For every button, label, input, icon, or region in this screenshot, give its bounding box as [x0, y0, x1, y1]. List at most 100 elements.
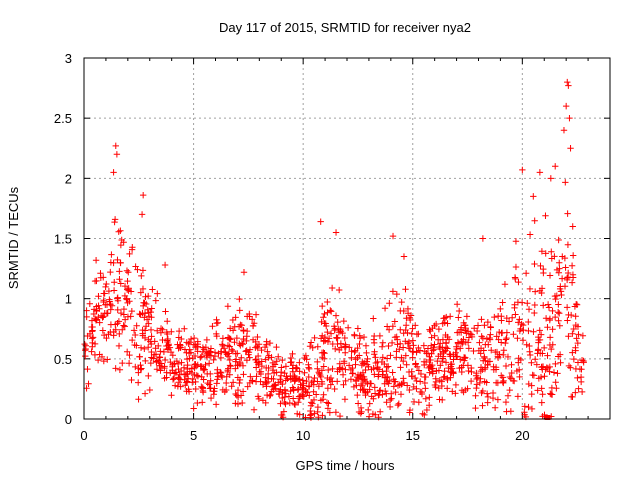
- data-point: [200, 376, 207, 383]
- data-point: [452, 381, 460, 389]
- data-point: [572, 344, 579, 352]
- data-point: [240, 371, 247, 378]
- data-point: [363, 358, 371, 365]
- data-point: [156, 354, 164, 361]
- data-point: [126, 250, 133, 258]
- data-point: [442, 347, 449, 354]
- data-point: [534, 387, 541, 394]
- data-point: [547, 175, 555, 182]
- data-point: [393, 333, 400, 341]
- data-point: [325, 366, 332, 374]
- data-point: [366, 380, 374, 387]
- data-point: [201, 366, 208, 373]
- data-point: [332, 345, 339, 353]
- data-point: [525, 318, 532, 326]
- data-point: [533, 361, 541, 368]
- data-point: [164, 335, 172, 343]
- data-point: [290, 395, 297, 402]
- data-point: [324, 298, 331, 306]
- data-point: [339, 371, 347, 378]
- data-point: [282, 363, 290, 370]
- y-tick-label: 3: [65, 51, 72, 66]
- data-point: [126, 298, 133, 305]
- data-point: [300, 382, 307, 389]
- data-point: [552, 379, 559, 386]
- data-point: [442, 331, 449, 339]
- data-point: [578, 388, 586, 396]
- data-point: [325, 400, 332, 407]
- data-point: [397, 326, 404, 334]
- data-point: [508, 314, 516, 321]
- data-point: [189, 354, 196, 362]
- data-point: [515, 355, 522, 362]
- data-point: [336, 346, 343, 354]
- data-point: [412, 322, 419, 329]
- data-point: [528, 382, 535, 389]
- data-point: [442, 359, 450, 366]
- data-point: [442, 344, 450, 351]
- data-point: [573, 335, 580, 342]
- data-point: [306, 412, 314, 419]
- data-point: [175, 327, 183, 335]
- data-point: [91, 340, 99, 348]
- data-point: [389, 288, 397, 295]
- data-point: [572, 321, 580, 329]
- data-point: [86, 330, 94, 338]
- data-point: [125, 285, 132, 292]
- data-point: [473, 381, 481, 388]
- data-point: [468, 331, 475, 338]
- data-point: [291, 400, 298, 407]
- data-point: [320, 338, 327, 345]
- data-point: [329, 378, 336, 385]
- data-point: [161, 356, 169, 364]
- data-point: [417, 370, 425, 378]
- data-point: [198, 383, 205, 390]
- data-point: [426, 369, 433, 376]
- data-point: [402, 326, 409, 334]
- data-point: [334, 318, 341, 326]
- data-point: [538, 248, 546, 255]
- data-point: [93, 307, 100, 315]
- data-point: [86, 300, 94, 307]
- data-point: [555, 301, 562, 308]
- data-point: [152, 345, 159, 352]
- data-point: [391, 318, 398, 325]
- data-point: [320, 314, 327, 321]
- data-point: [234, 386, 242, 394]
- data-point: [132, 263, 139, 270]
- data-point: [411, 374, 419, 382]
- data-point: [307, 339, 315, 346]
- data-point: [135, 396, 142, 403]
- data-point: [336, 412, 344, 420]
- data-point: [409, 348, 417, 356]
- data-point: [379, 371, 387, 378]
- data-point: [386, 300, 393, 307]
- data-point: [478, 333, 485, 340]
- data-point: [225, 365, 232, 372]
- data-point: [491, 313, 498, 321]
- data-point: [370, 336, 378, 343]
- data-point: [194, 338, 201, 345]
- data-point: [476, 379, 484, 387]
- data-point: [482, 357, 489, 364]
- data-point: [149, 286, 156, 293]
- data-point: [398, 298, 405, 306]
- data-point: [197, 354, 204, 361]
- data-point: [331, 385, 338, 393]
- data-point: [576, 365, 584, 373]
- data-point: [99, 314, 106, 321]
- data-point: [560, 127, 568, 134]
- data-point: [458, 364, 465, 371]
- data-point: [228, 383, 235, 390]
- data-point: [96, 319, 103, 326]
- data-point: [97, 270, 104, 277]
- data-point: [139, 191, 147, 199]
- data-point: [171, 370, 178, 377]
- data-point: [229, 379, 237, 386]
- data-point: [499, 374, 507, 381]
- data-point: [562, 102, 570, 110]
- data-point: [538, 399, 545, 406]
- data-point: [150, 355, 157, 362]
- data-point: [314, 358, 321, 366]
- data-point: [279, 356, 286, 364]
